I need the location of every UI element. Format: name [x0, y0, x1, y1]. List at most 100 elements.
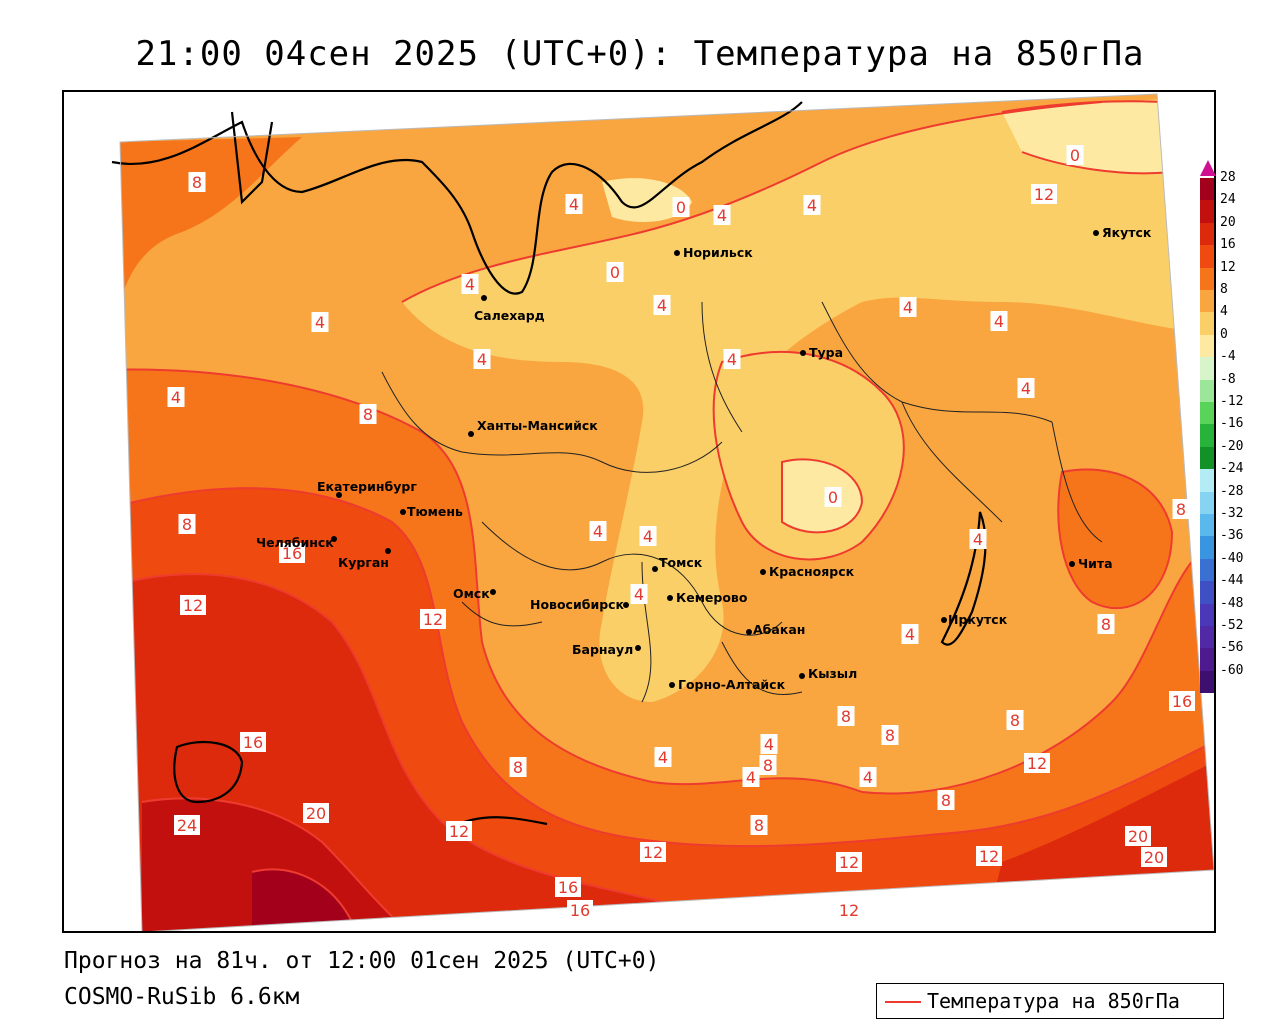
city-label: Кызыл	[808, 666, 857, 681]
colorbar-label: -16	[1220, 416, 1244, 432]
legend: Температура на 850гПа	[876, 983, 1224, 1019]
colorbar: 28 24 20 16 12 8 4 0 -4 -8 -12 -16 -20 -24 -28 -32 -36 -4…	[1196, 160, 1280, 694]
colorbar-label: 8	[1220, 282, 1228, 297]
isoline-label: 24	[177, 816, 197, 835]
colorbar-swatch	[1200, 424, 1214, 447]
isoline-label: 8	[1101, 615, 1111, 634]
isoline-label-bg	[837, 706, 855, 726]
city-label: Барнаул	[572, 642, 633, 657]
colorbar-swatch	[1200, 379, 1214, 402]
colorbar-swatch	[1200, 357, 1214, 380]
isoline-label: 20	[306, 804, 326, 823]
isoline-label-bg	[167, 387, 185, 407]
isoline-label: 8	[363, 405, 373, 424]
isoline-label-bg	[420, 609, 446, 629]
isoline-label: 12	[423, 610, 443, 629]
model-info: COSMO-RuSib 6.6км	[64, 984, 300, 1010]
isoline-label-bg	[899, 297, 917, 317]
isoline-label-bg	[606, 262, 624, 282]
isoline-label-bg	[1024, 753, 1050, 773]
city-marker	[1093, 230, 1099, 236]
isoline-label-bg	[836, 900, 862, 920]
isoline-label-bg	[639, 526, 657, 546]
isolines	[120, 100, 1214, 931]
isoline-label-bg	[901, 624, 919, 644]
isoline-label: 4	[658, 748, 668, 767]
isoline-label-bg	[653, 295, 671, 315]
isoline-label: 4	[994, 312, 1004, 331]
map-panel[interactable]: 0 0 0 0 4 4 4 4 4 4 4 4 4 4 4 4 4 4 4 4 4 4 4 4 4 8 8 8 8 8 8 8 8 8 8 8 8 12 1…	[62, 90, 1216, 933]
isoline-label: 4	[764, 735, 774, 754]
city-marker	[669, 682, 675, 688]
isoline-label: 16	[243, 733, 263, 752]
isoline-label-bg	[461, 274, 479, 294]
city-label: Салехард	[474, 308, 545, 323]
band-8-12-chita	[1058, 469, 1172, 609]
city-label: Якутск	[1102, 225, 1152, 240]
isoline-label: 4	[727, 350, 737, 369]
isoline-label: 4	[905, 625, 915, 644]
isoline-label-bg	[567, 900, 593, 920]
city-label: Томск	[659, 555, 703, 570]
isoline-label-bg	[178, 514, 196, 534]
city-marker	[400, 509, 406, 515]
isoline-label: 8	[941, 791, 951, 810]
isoline-label: 8	[763, 756, 773, 775]
isoline-label-bg	[589, 521, 607, 541]
colorbar-swatch	[1200, 446, 1214, 470]
city-marker	[490, 589, 496, 595]
isoline-label: 4	[634, 585, 644, 604]
isoline-label: 4	[465, 275, 475, 294]
city-label: Омск	[453, 586, 490, 601]
colorbar-swatch	[1200, 514, 1214, 537]
city-layer: Якутск Норильск Салехард Тура Ханты-Мансийск…	[256, 225, 1152, 692]
colorbar-swatch	[1200, 178, 1214, 201]
city-marker	[331, 536, 337, 542]
colorbar-swatch	[1200, 648, 1214, 671]
city-label: Красноярск	[769, 564, 855, 579]
isoline-label-bg	[1017, 378, 1035, 398]
isoline-label: 8	[192, 173, 202, 192]
city-label: Новосибирск	[530, 597, 625, 612]
city-marker	[623, 602, 629, 608]
isoline-label-bg	[188, 172, 206, 192]
city-marker	[800, 350, 806, 356]
isoline-label: 8	[1176, 500, 1186, 519]
city-marker	[481, 295, 487, 301]
colorbar-label: -36	[1220, 528, 1244, 544]
city-marker	[674, 250, 680, 256]
colorbar-swatch	[1200, 558, 1214, 582]
colorbar-label: 0	[1220, 326, 1228, 342]
band-below-0-taimyr	[602, 178, 692, 222]
isoline-label-bg	[473, 349, 491, 369]
colorbar-swatch	[1200, 312, 1214, 335]
colorbar-swatch	[1200, 626, 1214, 649]
colorbar-swatch	[1200, 245, 1214, 268]
colorbar-label: -4	[1220, 349, 1236, 365]
colorbar-top-arrow-icon	[1200, 160, 1216, 176]
city-marker	[667, 595, 673, 601]
colorbar-swatch	[1200, 491, 1214, 514]
isoline-label-bg	[760, 734, 778, 754]
legend-line-sample	[885, 1001, 921, 1003]
isoline-label: 12	[183, 596, 203, 615]
isoline-label: 4	[1021, 379, 1031, 398]
isoline-label-bg	[859, 767, 877, 787]
colorbar-label: 4	[1220, 304, 1228, 320]
isoline-label: 12	[839, 853, 859, 872]
isoline-label: 12	[839, 901, 859, 920]
colorbar-label: 24	[1220, 192, 1236, 208]
colorbar-label: -12	[1220, 394, 1244, 409]
city-label: Тура	[809, 345, 843, 360]
isoline-label-bg	[359, 404, 377, 424]
isoline-label-bg	[803, 195, 821, 215]
isoline-label-bg	[279, 543, 305, 563]
isoline-label: 8	[885, 726, 895, 745]
legend-label: Температура на 850гПа	[927, 989, 1180, 1013]
colorbar-label: -32	[1220, 506, 1244, 521]
isoline-label-bg	[824, 487, 842, 507]
coastline	[111, 101, 987, 828]
colorbar-label: 20	[1220, 214, 1236, 230]
city-marker	[385, 548, 391, 554]
isoline-label-bg	[1066, 145, 1084, 165]
